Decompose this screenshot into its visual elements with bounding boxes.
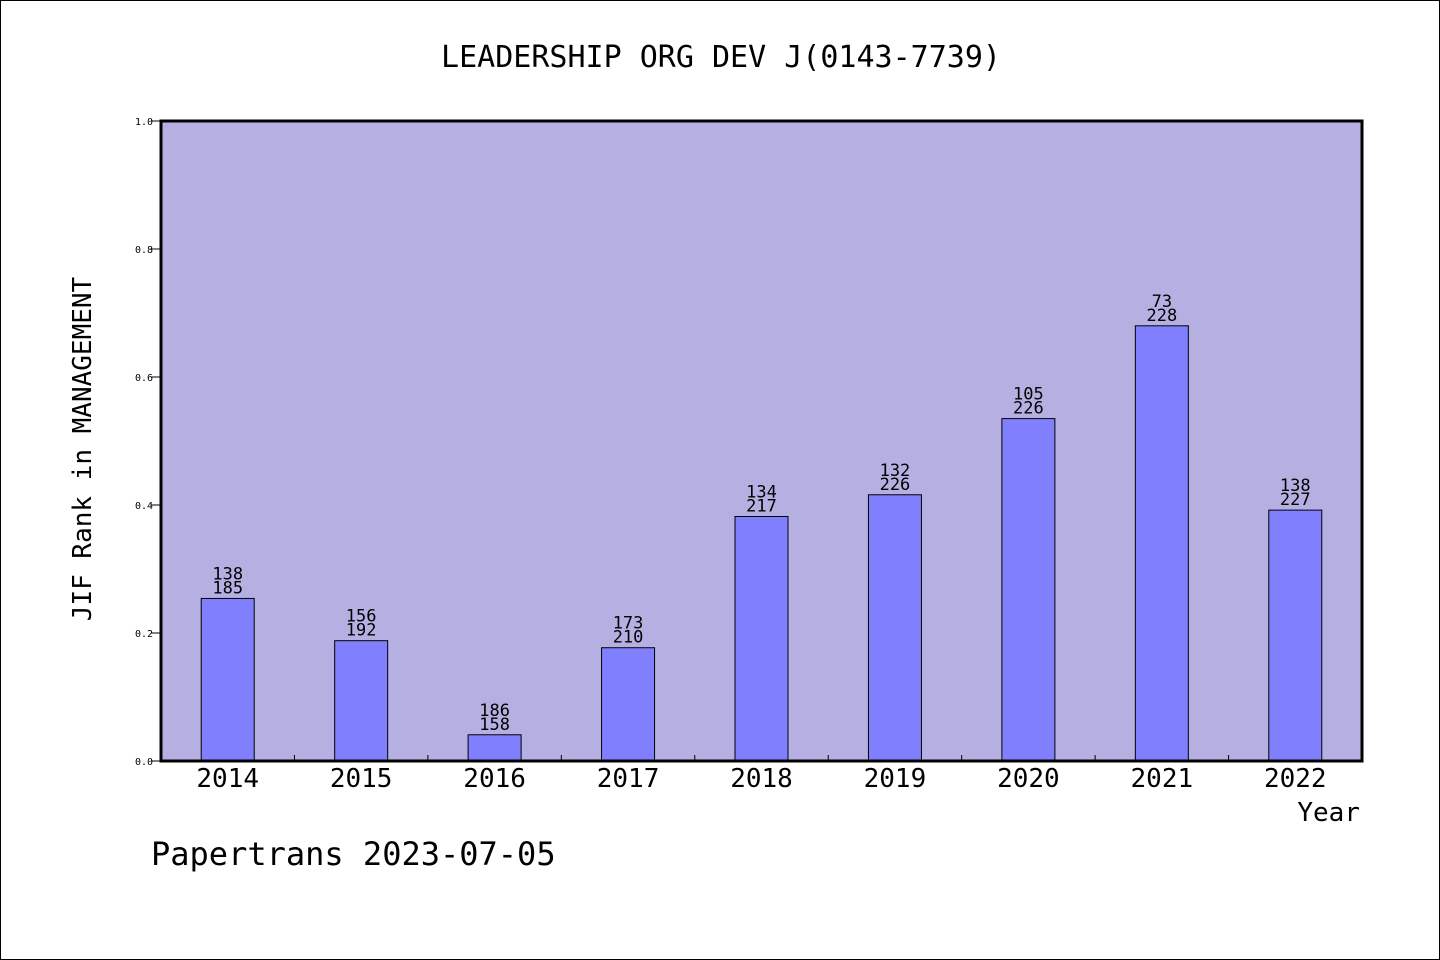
bar-label-rank: 105 — [1013, 385, 1044, 405]
bars-layer — [200, 325, 1323, 762]
y-tick-label: 0.6 — [135, 373, 153, 384]
bar-label-total: 228 — [1146, 306, 1177, 326]
bar-label-rank: 186 — [479, 701, 510, 721]
x-axis: 2014 2015 2016 2017 2018 2019 2020 2021 2022 — [196, 755, 1327, 794]
chart-title: LEADERSHIP ORG DEV J(0143-7739) — [441, 40, 1001, 75]
bar-label-rank: 134 — [746, 483, 777, 503]
x-axis-label: Year — [1297, 798, 1360, 828]
x-tick-label: 2019 — [864, 764, 927, 794]
y-axis: 0.0 0.2 0.4 0.6 0.8 1.0 — [135, 117, 161, 768]
y-axis-label: JIF Rank in MANAGEMENT — [68, 276, 98, 621]
bar-label-total: 226 — [1013, 399, 1044, 419]
bar-label-rank: 173 — [613, 614, 644, 634]
bar-label-rank: 132 — [880, 461, 911, 481]
bar-label-total: 227 — [1280, 490, 1311, 510]
bar-2018 — [734, 516, 789, 762]
bar-label-rank: 73 — [1152, 292, 1172, 312]
bar-label-rank: 138 — [212, 564, 243, 584]
plot-border — [159, 119, 1364, 763]
bar-2019 — [867, 494, 922, 762]
y-tick-label: 0.0 — [135, 757, 153, 768]
y-tick-label: 0.8 — [135, 245, 153, 256]
y-tick-label: 1.0 — [135, 117, 153, 128]
bar-label-total: 185 — [212, 578, 243, 598]
bar-2021 — [1134, 325, 1189, 762]
bar-label-total: 210 — [613, 628, 644, 648]
bar-2022 — [1268, 509, 1323, 762]
bar-2017 — [601, 647, 656, 762]
bar-label-total: 226 — [880, 475, 911, 495]
bar-2020 — [1001, 418, 1056, 762]
y-tick-label: 0.2 — [135, 629, 153, 640]
bar-label-rank: 138 — [1280, 476, 1311, 496]
x-tick-label: 2020 — [997, 764, 1060, 794]
y-tick-label: 0.4 — [135, 501, 153, 512]
x-tick-label: 2022 — [1264, 764, 1327, 794]
bar-2014 — [200, 597, 255, 762]
bar-label-rank: 156 — [346, 607, 377, 627]
x-tick-label: 2016 — [463, 764, 526, 794]
footer-watermark: Papertrans 2023-07-05 — [151, 835, 556, 873]
bar-label-total: 192 — [346, 621, 377, 641]
bar-2016 — [467, 734, 522, 762]
bar-label-total: 158 — [479, 715, 510, 735]
x-tick-label: 2018 — [730, 764, 793, 794]
bar-label-total: 217 — [746, 497, 777, 517]
bar-labels-layer: 1381851561921861581732101342171322261052… — [212, 292, 1310, 735]
x-tick-label: 2021 — [1131, 764, 1194, 794]
x-tick-label: 2014 — [196, 764, 259, 794]
bar-2015 — [334, 640, 389, 762]
x-tick-label: 2015 — [330, 764, 393, 794]
x-tick-label: 2017 — [597, 764, 660, 794]
